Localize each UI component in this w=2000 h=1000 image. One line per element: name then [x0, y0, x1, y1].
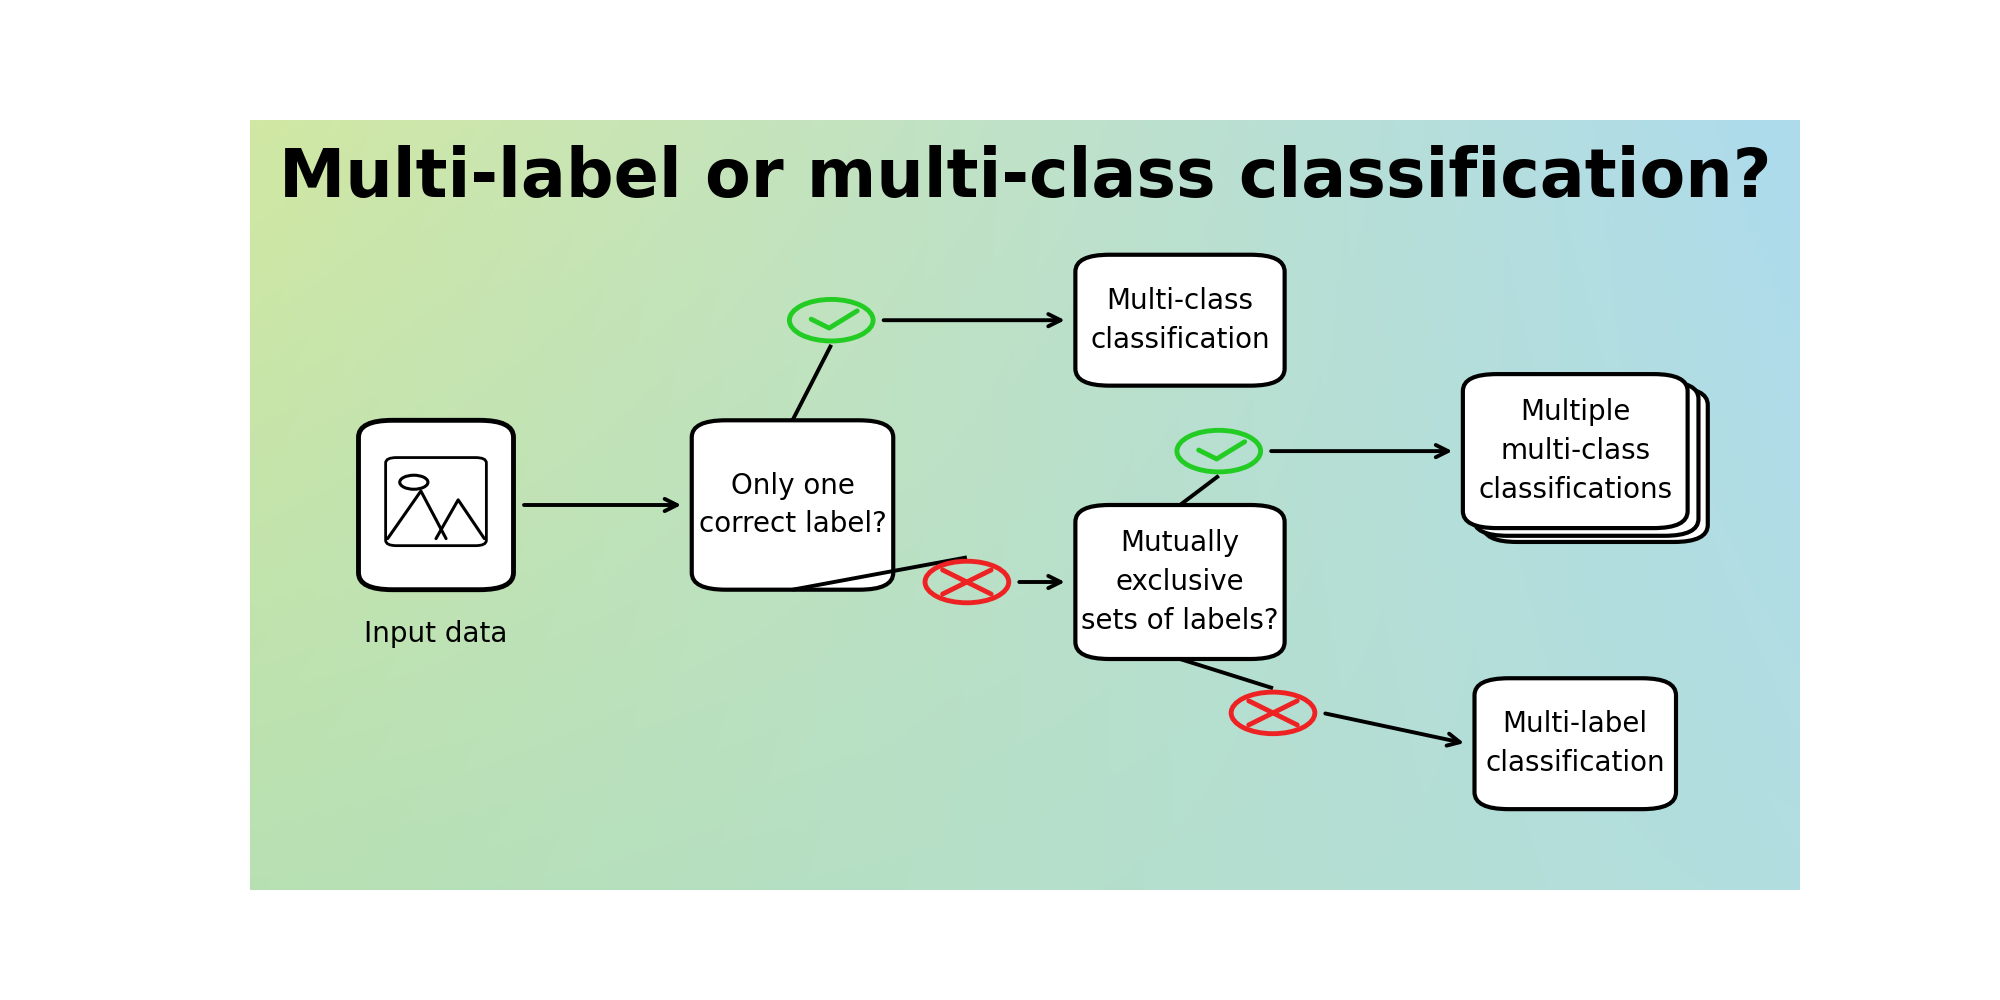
- FancyBboxPatch shape: [1484, 388, 1708, 542]
- FancyBboxPatch shape: [692, 420, 894, 590]
- Text: Multi-label or multi-class classification?: Multi-label or multi-class classificatio…: [278, 145, 1772, 211]
- FancyBboxPatch shape: [1462, 374, 1688, 528]
- Text: Multiple
multi-class
classifications: Multiple multi-class classifications: [1478, 398, 1672, 504]
- Text: Multi-label
classification: Multi-label classification: [1486, 710, 1666, 777]
- Text: Input data: Input data: [364, 620, 508, 648]
- FancyBboxPatch shape: [1474, 678, 1676, 809]
- Text: Only one
correct label?: Only one correct label?: [698, 472, 886, 538]
- Text: Mutually
exclusive
sets of labels?: Mutually exclusive sets of labels?: [1082, 529, 1278, 635]
- FancyBboxPatch shape: [386, 458, 486, 546]
- FancyBboxPatch shape: [358, 420, 514, 590]
- Text: Multi-class
classification: Multi-class classification: [1090, 287, 1270, 354]
- FancyBboxPatch shape: [1076, 505, 1284, 659]
- FancyBboxPatch shape: [1076, 255, 1284, 386]
- FancyBboxPatch shape: [1474, 382, 1698, 536]
